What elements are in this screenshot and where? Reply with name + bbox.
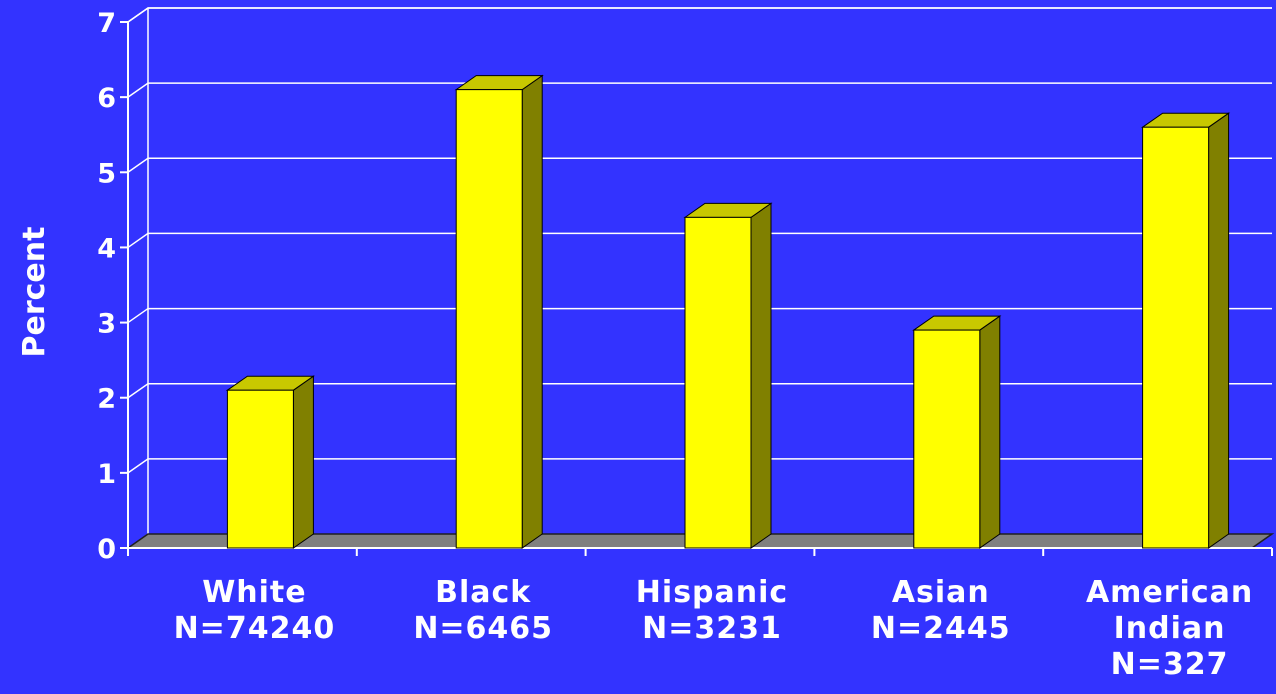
category-label-line: N=3231 [642,611,782,646]
category-label-line: N=6465 [413,611,553,646]
category-label-line: Indian [1114,611,1226,646]
gridline [127,232,1272,249]
bar-3 [683,202,773,549]
y-tick-label: 7 [97,8,116,39]
y-tick-label: 5 [97,158,116,189]
gridline [127,7,1272,23]
category-label-line: N=2445 [871,611,1011,646]
category-label: Hispanic N=3231 [636,575,788,646]
bar-side [750,202,772,549]
bars [225,74,1231,549]
y-tick-label: 1 [97,459,116,490]
category-label-line: White [202,575,306,610]
x-category-labels: White N=74240 Black N=6465 Hispanic N=3231 Asi… [174,575,1253,682]
category-label-line: American [1086,575,1253,610]
bar-front [684,216,752,549]
bar-front [455,89,523,549]
bar-4 [912,315,1002,549]
category-label-line: N=74240 [174,611,336,646]
bar-front [913,329,981,549]
y-tick-label: 2 [97,384,116,415]
category-label-line: Asian [892,575,990,610]
bar-side [979,315,1001,549]
y-tick-label: 0 [97,534,116,565]
y-tick-label: 4 [97,233,116,264]
gridline [127,458,1272,474]
category-label-line: Black [435,575,531,610]
gridline [127,307,1272,324]
category-label-line: N=327 [1111,647,1229,682]
category-label: Asian N=2445 [871,575,1011,646]
category-label: Black N=6465 [413,575,553,646]
gridlines [127,7,1272,474]
category-label: American Indian N=327 [1086,575,1253,682]
y-tick-label: 6 [97,83,116,114]
gridline [127,157,1272,173]
category-label-line: Hispanic [636,575,788,610]
bar-side [292,375,314,549]
bar-1 [225,375,315,549]
bar-side [521,74,543,549]
gridline [127,382,1272,399]
bar-front [1142,126,1210,549]
bar-5 [1141,112,1231,549]
gridline [127,82,1272,98]
y-tick-label: 3 [97,309,116,340]
y-axis-label: Percent [17,227,52,358]
bar-side [1208,112,1230,549]
category-label: White N=74240 [174,575,336,646]
bar-front [226,389,294,549]
bar-2 [454,74,544,549]
y-tick-labels: 0 1 2 3 4 5 6 7 [97,8,116,565]
